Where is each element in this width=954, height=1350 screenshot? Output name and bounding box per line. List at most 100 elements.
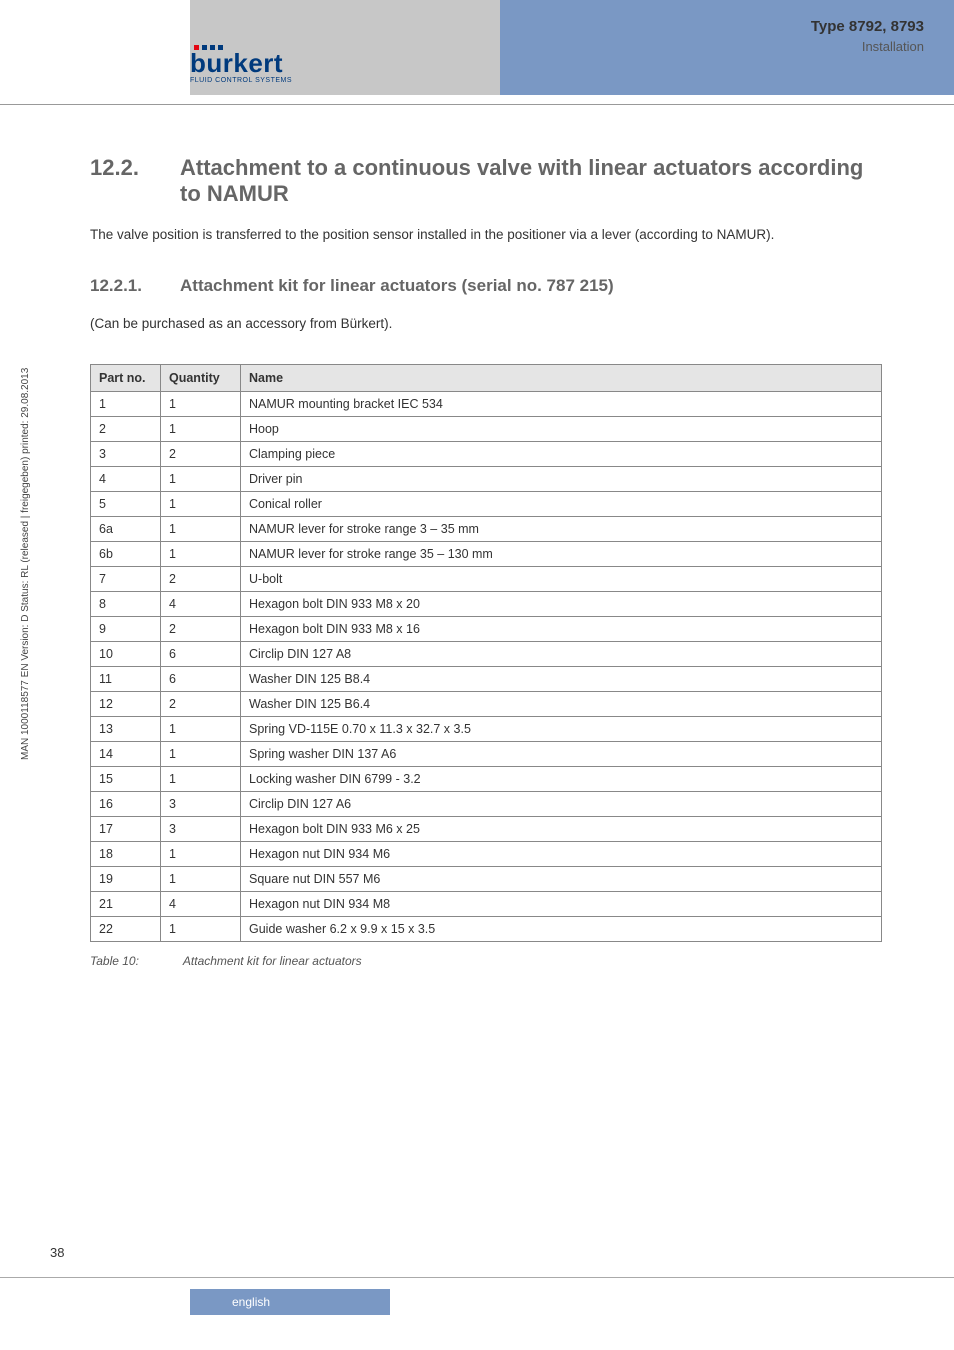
subsection-note: (Can be purchased as an accessory from B… [90, 314, 882, 334]
table-row: 72U-bolt [91, 566, 882, 591]
table-caption-label: Table 10: [90, 954, 180, 968]
table-cell: 7 [91, 566, 161, 591]
table-cell: 1 [161, 741, 241, 766]
footer-divider [0, 1277, 954, 1278]
header-left-spacer [0, 0, 190, 95]
table-cell: Hoop [241, 416, 882, 441]
table-cell: NAMUR lever for stroke range 35 – 130 mm [241, 541, 882, 566]
table-cell: Driver pin [241, 466, 882, 491]
table-row: 151Locking washer DIN 6799 - 3.2 [91, 766, 882, 791]
header-blue-block: Type 8792, 8793 Installation [500, 0, 954, 95]
main-content: 12.2. Attachment to a continuous valve w… [0, 105, 954, 968]
table-cell: 4 [161, 591, 241, 616]
table-row: 214Hexagon nut DIN 934 M8 [91, 891, 882, 916]
table-row: 116Washer DIN 125 B8.4 [91, 666, 882, 691]
table-cell: 2 [91, 416, 161, 441]
table-cell: 9 [91, 616, 161, 641]
parts-table: Part no. Quantity Name 11NAMUR mounting … [90, 364, 882, 942]
table-cell: Hexagon bolt DIN 933 M6 x 25 [241, 816, 882, 841]
table-cell: 17 [91, 816, 161, 841]
table-cell: 15 [91, 766, 161, 791]
table-cell: 2 [161, 566, 241, 591]
table-cell: 4 [91, 466, 161, 491]
table-cell: 13 [91, 716, 161, 741]
table-cell: 6a [91, 516, 161, 541]
table-cell: 6 [161, 666, 241, 691]
section-heading: 12.2. Attachment to a continuous valve w… [90, 155, 882, 207]
section-number: 12.2. [90, 155, 180, 207]
table-row: 6a1NAMUR lever for stroke range 3 – 35 m… [91, 516, 882, 541]
table-cell: 1 [161, 916, 241, 941]
table-cell: 1 [161, 541, 241, 566]
table-cell: 2 [161, 691, 241, 716]
table-row: 11NAMUR mounting bracket IEC 534 [91, 391, 882, 416]
table-cell: 1 [161, 766, 241, 791]
table-row: 6b1NAMUR lever for stroke range 35 – 130… [91, 541, 882, 566]
table-cell: 2 [161, 441, 241, 466]
table-row: 173Hexagon bolt DIN 933 M6 x 25 [91, 816, 882, 841]
table-row: 122Washer DIN 125 B6.4 [91, 691, 882, 716]
type-line: Type 8792, 8793 [500, 18, 924, 35]
table-cell: 14 [91, 741, 161, 766]
table-cell: 5 [91, 491, 161, 516]
table-cell: 3 [161, 791, 241, 816]
table-row: 92Hexagon bolt DIN 933 M8 x 16 [91, 616, 882, 641]
th-part-no: Part no. [91, 364, 161, 391]
table-cell: 1 [161, 416, 241, 441]
table-row: 84Hexagon bolt DIN 933 M8 x 20 [91, 591, 882, 616]
table-row: 141Spring washer DIN 137 A6 [91, 741, 882, 766]
table-row: 131Spring VD-115E 0.70 x 11.3 x 32.7 x 3… [91, 716, 882, 741]
logo: burkert FLUID CONTROL SYSTEMS [190, 45, 320, 84]
page-number: 38 [50, 1245, 64, 1260]
table-cell: 19 [91, 866, 161, 891]
install-line: Installation [500, 39, 924, 54]
table-row: 106Circlip DIN 127 A8 [91, 641, 882, 666]
table-cell: 12 [91, 691, 161, 716]
table-cell: 11 [91, 666, 161, 691]
table-row: 51Conical roller [91, 491, 882, 516]
footer-language-bar: english [190, 1289, 390, 1315]
table-row: 221Guide washer 6.2 x 9.9 x 15 x 3.5 [91, 916, 882, 941]
table-cell: Hexagon bolt DIN 933 M8 x 16 [241, 616, 882, 641]
footer-language: english [232, 1295, 270, 1309]
table-cell: 22 [91, 916, 161, 941]
subsection-title: Attachment kit for linear actuators (ser… [180, 276, 614, 296]
table-cell: Circlip DIN 127 A8 [241, 641, 882, 666]
section-title: Attachment to a continuous valve with li… [180, 155, 882, 207]
table-cell: 1 [161, 466, 241, 491]
table-cell: 1 [161, 841, 241, 866]
th-quantity: Quantity [161, 364, 241, 391]
table-cell: Hexagon bolt DIN 933 M8 x 20 [241, 591, 882, 616]
table-cell: 1 [161, 716, 241, 741]
side-meta-text: MAN 1000118577 EN Version: D Status: RL … [20, 368, 31, 760]
table-cell: 21 [91, 891, 161, 916]
table-cell: 1 [161, 491, 241, 516]
subsection-heading: 12.2.1. Attachment kit for linear actuat… [90, 276, 882, 296]
table-cell: 1 [161, 866, 241, 891]
table-cell: 16 [91, 791, 161, 816]
table-cell: 6b [91, 541, 161, 566]
th-name: Name [241, 364, 882, 391]
table-cell: Hexagon nut DIN 934 M6 [241, 841, 882, 866]
table-cell: 1 [161, 391, 241, 416]
section-intro: The valve position is transferred to the… [90, 225, 882, 245]
table-cell: Square nut DIN 557 M6 [241, 866, 882, 891]
table-cell: 6 [161, 641, 241, 666]
table-row: 21Hoop [91, 416, 882, 441]
table-cell: 1 [161, 516, 241, 541]
table-cell: 3 [91, 441, 161, 466]
header-bar: Type 8792, 8793 Installation [0, 0, 954, 95]
table-cell: Guide washer 6.2 x 9.9 x 15 x 3.5 [241, 916, 882, 941]
table-cell: Conical roller [241, 491, 882, 516]
table-cell: 2 [161, 616, 241, 641]
table-caption: Table 10: Attachment kit for linear actu… [90, 954, 882, 968]
table-cell: NAMUR lever for stroke range 3 – 35 mm [241, 516, 882, 541]
subsection-number: 12.2.1. [90, 276, 180, 296]
table-header-row: Part no. Quantity Name [91, 364, 882, 391]
table-cell: Circlip DIN 127 A6 [241, 791, 882, 816]
table-cell: 4 [161, 891, 241, 916]
table-row: 191Square nut DIN 557 M6 [91, 866, 882, 891]
table-cell: Washer DIN 125 B6.4 [241, 691, 882, 716]
table-cell: 3 [161, 816, 241, 841]
table-cell: Washer DIN 125 B8.4 [241, 666, 882, 691]
